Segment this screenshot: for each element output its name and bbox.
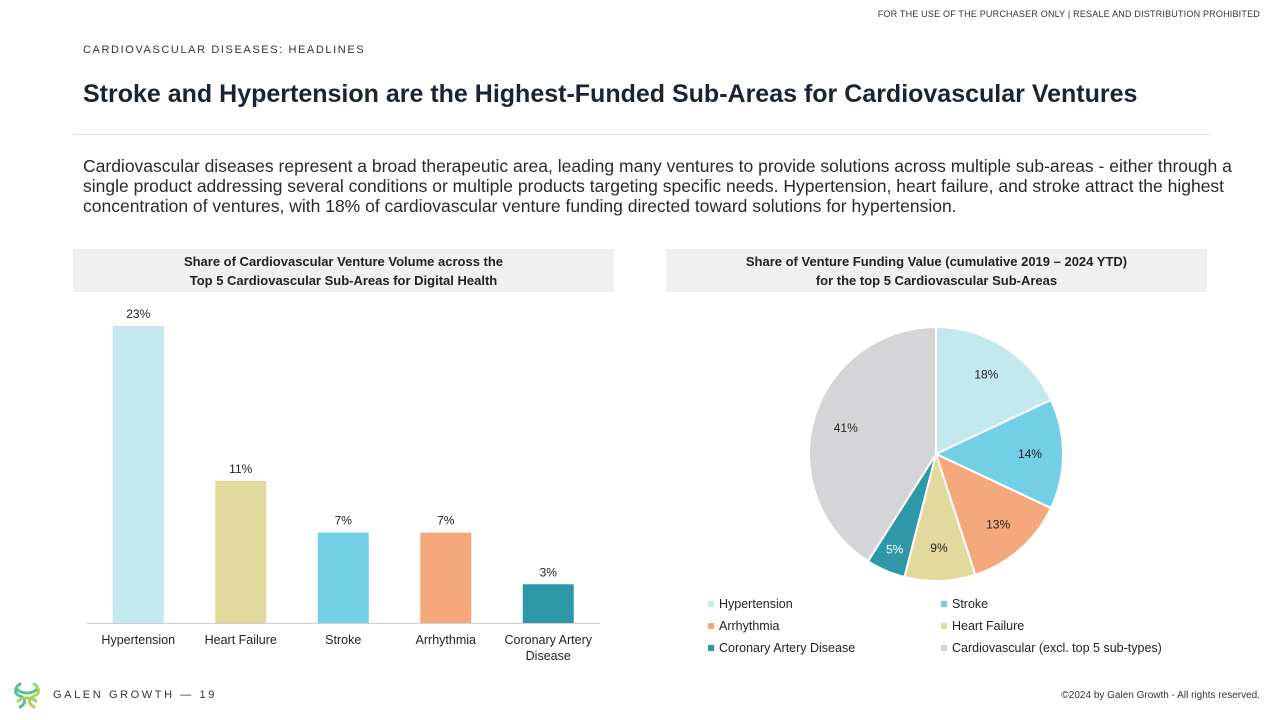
bar-value-label: 23% (126, 307, 150, 321)
pie-chart-title-line: Share of Venture Funding Value (cumulati… (745, 253, 1128, 269)
legend-swatch (941, 645, 947, 651)
bar (112, 326, 164, 623)
legend-label: Heart Failure (952, 619, 1025, 633)
bar-value-label: 7% (335, 514, 353, 528)
footer-copyright: ©2024 by Galen Growth - All rights reser… (1061, 690, 1260, 701)
legend-label: Cardiovascular (excl. top 5 sub-types) (952, 641, 1162, 655)
legend-item: Heart Failure (941, 619, 1181, 633)
bar (317, 532, 369, 623)
x-tick-label: Disease (526, 649, 571, 663)
bar-value-label: 7% (437, 514, 455, 528)
x-tick-label: Heart Failure (205, 633, 277, 647)
legend-item: Stroke (941, 597, 1181, 611)
legend-label: Arrhythmia (719, 619, 780, 633)
x-tick-label: Hypertension (101, 633, 175, 647)
section-kicker: CARDIOVASCULAR DISEASES: HEADLINES (83, 44, 366, 56)
bar-chart-title-line: Share of Cardiovascular Venture Volume a… (183, 253, 504, 269)
pie-chart: 18% 14% 13% 9% 5% 41% (808, 325, 1064, 582)
bar-chart-title: Share of Cardiovascular Venture Volume a… (73, 249, 614, 292)
legend-item: Hypertension (708, 597, 941, 611)
legend-swatch (708, 601, 714, 607)
x-tick-label: Coronary Artery (504, 633, 592, 647)
legend-item: Cardiovascular (excl. top 5 sub-types) (941, 641, 1181, 655)
x-tick-label: Arrhythmia (416, 633, 476, 647)
pie-legend: Hypertension Stroke Arrhythmia Heart Failur… (708, 597, 1188, 655)
pie-slice (808, 325, 937, 563)
page-title: Stroke and Hypertension are the Highest-… (83, 80, 1138, 108)
pie-slice-label: 41% (834, 421, 858, 435)
legend-swatch (708, 623, 714, 629)
pie-slice-label: 5% (886, 543, 904, 557)
bar (420, 532, 472, 623)
bar-value-label: 11% (229, 462, 252, 476)
legend-swatch (941, 601, 947, 607)
galen-growth-logo-icon (14, 682, 40, 709)
bar (215, 480, 267, 623)
pie-slice-label: 18% (974, 368, 998, 382)
pie-chart-title-line: for the top 5 Cardiovascular Sub-Areas (815, 272, 1058, 288)
pie-slice-label: 13% (986, 517, 1010, 531)
pie-chart-title: Share of Venture Funding Value (cumulati… (666, 249, 1207, 292)
legend-swatch (941, 623, 947, 629)
legend-swatch (708, 645, 714, 651)
bar-chart-title-line: Top 5 Cardiovascular Sub-Areas for Digit… (189, 272, 498, 288)
x-tick-label: Stroke (325, 633, 361, 647)
pie-slice (933, 398, 1064, 510)
bar-chart: 23% Hypertension 11% Heart Failure 7% Stroke 7… (87, 307, 600, 663)
legend-item: Coronary Artery Disease (708, 641, 941, 655)
legend-label: Coronary Artery Disease (719, 641, 856, 655)
disclaimer: FOR THE USE OF THE PURCHASER ONLY | RESA… (877, 9, 1260, 19)
pie-slice (935, 325, 1053, 456)
pie-slice-label: 14% (1018, 447, 1042, 461)
footer-brand: GALEN GROWTH — 19 (53, 689, 217, 701)
intro-paragraph: Cardiovascular diseases represent a broa… (83, 156, 1232, 216)
pie-slice (934, 452, 1053, 577)
bar (522, 584, 574, 623)
legend-label: Hypertension (719, 597, 793, 611)
legend-item: Arrhythmia (708, 619, 941, 633)
title-divider (74, 134, 1210, 135)
pie-slice-label: 9% (930, 541, 948, 555)
legend-label: Stroke (952, 597, 989, 611)
bar-value-label: 3% (540, 565, 558, 579)
